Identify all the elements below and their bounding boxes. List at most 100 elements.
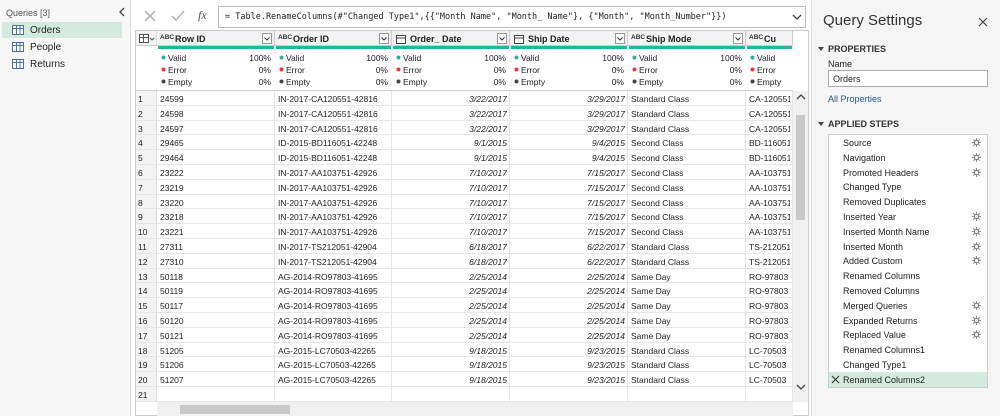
cell[interactable]: 7/15/2017 <box>587 182 625 193</box>
cell[interactable]: 9/4/2015 <box>591 138 625 149</box>
cell[interactable]: AG-2015-LC70503-42265 <box>278 360 376 371</box>
cell[interactable]: 2/25/2014 <box>587 301 625 312</box>
cell[interactable]: Standard Class <box>631 345 690 356</box>
cell[interactable]: IN-2017-TS212051-42904 <box>278 242 377 252</box>
cell[interactable]: 6/18/2017 <box>469 242 507 252</box>
cell[interactable]: AA-103751 <box>749 168 790 178</box>
cell[interactable]: RO-97803 <box>749 330 789 341</box>
collapse-button[interactable] <box>117 6 127 18</box>
expand-formula[interactable] <box>791 12 803 22</box>
cell[interactable]: 50119 <box>160 286 184 297</box>
cell[interactable]: Second Class <box>631 168 684 178</box>
cell[interactable]: 9/23/2015 <box>587 345 625 356</box>
applied-step[interactable]: Inserted Year <box>843 212 897 222</box>
cell[interactable]: 3/22/2017 <box>469 108 507 119</box>
cell[interactable]: 7/10/2017 <box>469 168 507 178</box>
cell[interactable]: Same Day <box>631 330 671 341</box>
cell[interactable]: 3/22/2017 <box>469 123 507 134</box>
cell[interactable]: IN-2017-CA120551-42816 <box>278 123 378 134</box>
cell[interactable]: 2/25/2014 <box>469 330 507 341</box>
cell[interactable]: AG-2014-RO97803-41695 <box>278 316 378 326</box>
cell[interactable]: 3/29/2017 <box>587 94 625 104</box>
cell[interactable]: RO-97803 <box>749 286 789 297</box>
applied-step[interactable]: Changed Type1 <box>843 360 907 370</box>
cell[interactable]: 51207 <box>160 375 184 386</box>
cell[interactable]: 23220 <box>160 197 184 208</box>
cell[interactable]: 3/22/2017 <box>469 94 507 104</box>
cell[interactable]: 6/18/2017 <box>469 256 507 267</box>
cell[interactable]: 24598 <box>160 108 184 119</box>
close-button[interactable] <box>977 16 989 28</box>
applied-step[interactable]: Merged Queries <box>843 300 908 311</box>
column-header[interactable] <box>746 31 793 46</box>
cell[interactable]: 23221 <box>160 227 184 238</box>
all-properties-link[interactable]: All Properties <box>828 94 882 104</box>
cell[interactable]: 9/18/2015 <box>469 345 507 356</box>
cell[interactable]: Standard Class <box>631 242 690 252</box>
cell[interactable]: 50118 <box>160 271 184 282</box>
cell[interactable]: BD-116051 <box>749 138 790 149</box>
cell[interactable]: 2/25/2014 <box>469 301 507 312</box>
cell[interactable]: 7/15/2017 <box>587 227 625 238</box>
cell[interactable]: Second Class <box>631 197 684 208</box>
cell[interactable]: 9/23/2015 <box>587 375 625 386</box>
query-item[interactable]: People <box>30 42 62 53</box>
cell[interactable]: ID-2015-BD116051-42248 <box>278 153 378 164</box>
cell[interactable]: RO-97803 <box>749 301 789 312</box>
cell[interactable]: AG-2015-LC70503-42265 <box>278 345 376 356</box>
applied-step[interactable]: Expanded Returns <box>843 315 918 326</box>
cancel-button[interactable] <box>143 9 157 23</box>
cell[interactable]: 50121 <box>160 330 184 341</box>
cell[interactable]: IN-2017-AA103751-42926 <box>278 182 378 193</box>
cell[interactable]: 7/15/2017 <box>587 168 625 178</box>
cell[interactable]: 2/25/2014 <box>469 286 507 297</box>
applied-step[interactable]: Removed Columns <box>843 286 920 296</box>
applied-step[interactable]: Added Custom <box>843 256 903 267</box>
cell[interactable]: AA-103751 <box>749 197 790 208</box>
cell[interactable]: CA-120551 <box>749 123 790 134</box>
cell[interactable]: TS-212051 <box>749 242 790 252</box>
cell[interactable]: 51206 <box>160 360 184 371</box>
cell[interactable]: Standard Class <box>631 360 690 371</box>
cell[interactable]: IN-2017-AA103751-42926 <box>278 168 378 178</box>
cell[interactable]: AA-103751 <box>749 182 790 193</box>
cell[interactable]: 50117 <box>160 301 184 312</box>
fx-icon[interactable]: fx <box>198 8 207 22</box>
cell[interactable]: 27310 <box>160 256 184 267</box>
cell[interactable]: Second Class <box>631 153 684 164</box>
cell[interactable]: Same Day <box>631 286 671 297</box>
cell[interactable]: 7/10/2017 <box>469 227 507 238</box>
column-header[interactable] <box>628 31 746 46</box>
formula-box[interactable] <box>218 6 806 28</box>
cell[interactable]: Standard Class <box>631 256 690 267</box>
cell[interactable]: Second Class <box>631 182 684 193</box>
cell[interactable]: LC-70503 <box>749 345 787 356</box>
cell[interactable]: RO-97803 <box>749 271 789 282</box>
cell[interactable]: 29465 <box>160 138 184 149</box>
applied-step[interactable]: Promoted Headers <box>843 167 919 178</box>
cell[interactable]: ID-2015-BD116051-42248 <box>278 138 378 149</box>
cell[interactable]: 9/18/2015 <box>469 360 507 371</box>
cell[interactable]: IN-2017-CA120551-42816 <box>278 94 378 104</box>
applied-step[interactable]: Changed Type <box>843 182 902 193</box>
cell[interactable]: 7/15/2017 <box>587 212 625 223</box>
applied-step[interactable]: Renamed Columns2 <box>843 374 926 385</box>
cell[interactable]: 23219 <box>160 182 184 193</box>
cell[interactable]: LC-70503 <box>749 375 787 386</box>
cell[interactable]: IN-2017-CA120551-42816 <box>278 108 378 119</box>
query-item[interactable]: Returns <box>30 59 66 70</box>
cell[interactable]: 2/25/2014 <box>469 271 507 282</box>
cell[interactable]: Standard Class <box>631 375 690 386</box>
cell[interactable]: 9/4/2015 <box>591 153 625 164</box>
cell[interactable]: 7/10/2017 <box>469 182 507 193</box>
cell[interactable]: 2/25/2014 <box>587 330 625 341</box>
cell[interactable]: RO-97803 <box>749 316 789 326</box>
cell[interactable]: 23222 <box>160 168 184 178</box>
cell[interactable]: 2/25/2014 <box>587 286 625 297</box>
applied-step[interactable]: Source <box>843 138 872 148</box>
cell[interactable]: Second Class <box>631 227 684 238</box>
scroll-up[interactable] <box>795 92 807 102</box>
cell[interactable]: Second Class <box>631 212 684 223</box>
cell[interactable]: 6/22/2017 <box>587 242 625 252</box>
cell[interactable]: CA-120551 <box>749 108 790 119</box>
